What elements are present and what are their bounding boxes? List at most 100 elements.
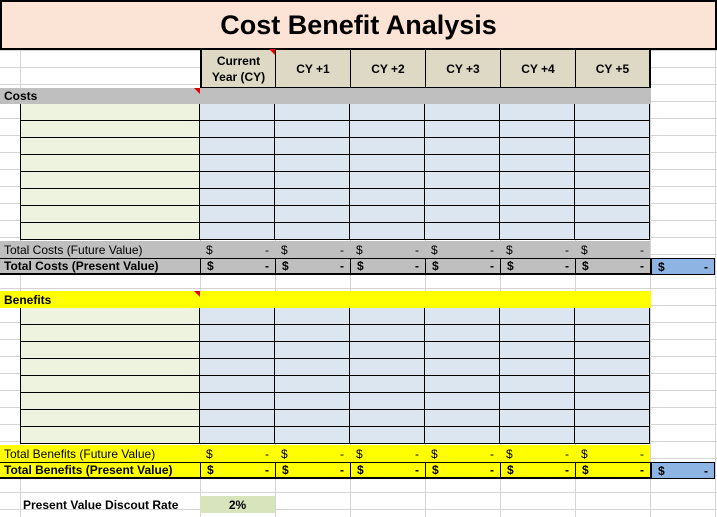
- total-present-cell[interactable]: $ -: [275, 462, 350, 479]
- item-name-input[interactable]: [20, 359, 200, 376]
- value-input-cell[interactable]: [275, 223, 350, 240]
- value-input-cell[interactable]: [275, 121, 350, 138]
- item-name-input[interactable]: [20, 104, 200, 121]
- value-input-cell[interactable]: [425, 342, 500, 359]
- item-name-input[interactable]: [20, 325, 200, 342]
- column-header[interactable]: Current Year (CY): [200, 49, 276, 88]
- value-input-cell[interactable]: [350, 410, 425, 427]
- total-future-cell[interactable]: $ -: [500, 241, 575, 258]
- value-input-cell[interactable]: [575, 206, 650, 223]
- costs-section-header[interactable]: Costs: [0, 88, 651, 104]
- total-present-cell[interactable]: $ -: [425, 258, 500, 275]
- value-input-cell[interactable]: [500, 189, 575, 206]
- value-input-cell[interactable]: [275, 342, 350, 359]
- value-input-cell[interactable]: [200, 223, 275, 240]
- value-input-cell[interactable]: [500, 155, 575, 172]
- value-input-cell[interactable]: [500, 308, 575, 325]
- total-present-cell[interactable]: $ -: [500, 258, 575, 275]
- value-input-cell[interactable]: [500, 325, 575, 342]
- value-input-cell[interactable]: [275, 155, 350, 172]
- value-input-cell[interactable]: [200, 342, 275, 359]
- value-input-cell[interactable]: [575, 359, 650, 376]
- value-input-cell[interactable]: [275, 104, 350, 121]
- value-input-cell[interactable]: [350, 427, 425, 444]
- value-input-cell[interactable]: [575, 342, 650, 359]
- column-header[interactable]: CY +1: [275, 49, 351, 88]
- total-future-cell[interactable]: $ -: [350, 241, 425, 258]
- total-present-cell[interactable]: $ -: [425, 462, 500, 479]
- total-present-cell[interactable]: $ -: [350, 462, 425, 479]
- total-future-cell[interactable]: $ -: [425, 241, 500, 258]
- value-input-cell[interactable]: [500, 410, 575, 427]
- value-input-cell[interactable]: [275, 427, 350, 444]
- value-input-cell[interactable]: [275, 325, 350, 342]
- value-input-cell[interactable]: [500, 427, 575, 444]
- value-input-cell[interactable]: [350, 376, 425, 393]
- value-input-cell[interactable]: [275, 138, 350, 155]
- value-input-cell[interactable]: [425, 410, 500, 427]
- value-input-cell[interactable]: [575, 223, 650, 240]
- value-input-cell[interactable]: [200, 325, 275, 342]
- total-present-cell[interactable]: $ -: [575, 258, 650, 275]
- value-input-cell[interactable]: [200, 393, 275, 410]
- value-input-cell[interactable]: [575, 104, 650, 121]
- value-input-cell[interactable]: [575, 376, 650, 393]
- value-input-cell[interactable]: [350, 138, 425, 155]
- comment-indicator[interactable]: [269, 49, 275, 55]
- total-present-cell[interactable]: $ -: [200, 258, 275, 275]
- value-input-cell[interactable]: [275, 376, 350, 393]
- column-header[interactable]: CY +4: [500, 49, 576, 88]
- value-input-cell[interactable]: [200, 155, 275, 172]
- column-header[interactable]: CY +2: [350, 49, 426, 88]
- value-input-cell[interactable]: [350, 155, 425, 172]
- value-input-cell[interactable]: [425, 325, 500, 342]
- value-input-cell[interactable]: [200, 121, 275, 138]
- value-input-cell[interactable]: [200, 410, 275, 427]
- value-input-cell[interactable]: [350, 206, 425, 223]
- value-input-cell[interactable]: [500, 121, 575, 138]
- grand-total-cell[interactable]: $ -: [651, 258, 715, 275]
- value-input-cell[interactable]: [275, 410, 350, 427]
- value-input-cell[interactable]: [425, 393, 500, 410]
- value-input-cell[interactable]: [425, 172, 500, 189]
- value-input-cell[interactable]: [425, 427, 500, 444]
- total-future-cell[interactable]: $ -: [200, 241, 275, 258]
- page-title[interactable]: Cost Benefit Analysis: [0, 0, 717, 50]
- comment-indicator[interactable]: [194, 291, 200, 297]
- total-future-cell[interactable]: $ -: [275, 445, 350, 462]
- value-input-cell[interactable]: [275, 189, 350, 206]
- total-future-cell[interactable]: $ -: [575, 241, 650, 258]
- item-name-input[interactable]: [20, 308, 200, 325]
- value-input-cell[interactable]: [500, 342, 575, 359]
- value-input-cell[interactable]: [425, 308, 500, 325]
- value-input-cell[interactable]: [500, 376, 575, 393]
- value-input-cell[interactable]: [200, 172, 275, 189]
- value-input-cell[interactable]: [275, 359, 350, 376]
- total-present-cell[interactable]: $ -: [275, 258, 350, 275]
- item-name-input[interactable]: [20, 342, 200, 359]
- value-input-cell[interactable]: [575, 393, 650, 410]
- value-input-cell[interactable]: [200, 138, 275, 155]
- value-input-cell[interactable]: [200, 206, 275, 223]
- value-input-cell[interactable]: [350, 189, 425, 206]
- value-input-cell[interactable]: [500, 206, 575, 223]
- value-input-cell[interactable]: [425, 206, 500, 223]
- value-input-cell[interactable]: [275, 393, 350, 410]
- item-name-input[interactable]: [20, 189, 200, 206]
- total-future-cell[interactable]: $ -: [200, 445, 275, 462]
- benefits-section-header[interactable]: Benefits: [0, 291, 651, 308]
- value-input-cell[interactable]: [200, 104, 275, 121]
- value-input-cell[interactable]: [425, 138, 500, 155]
- value-input-cell[interactable]: [575, 172, 650, 189]
- value-input-cell[interactable]: [425, 376, 500, 393]
- item-name-input[interactable]: [20, 121, 200, 138]
- value-input-cell[interactable]: [350, 223, 425, 240]
- discount-rate-input[interactable]: 2%: [200, 496, 275, 513]
- value-input-cell[interactable]: [350, 104, 425, 121]
- value-input-cell[interactable]: [425, 104, 500, 121]
- total-future-cell[interactable]: $ -: [425, 445, 500, 462]
- item-name-input[interactable]: [20, 410, 200, 427]
- value-input-cell[interactable]: [350, 172, 425, 189]
- total-future-cell[interactable]: $ -: [575, 445, 650, 462]
- total-present-cell[interactable]: $ -: [200, 462, 275, 479]
